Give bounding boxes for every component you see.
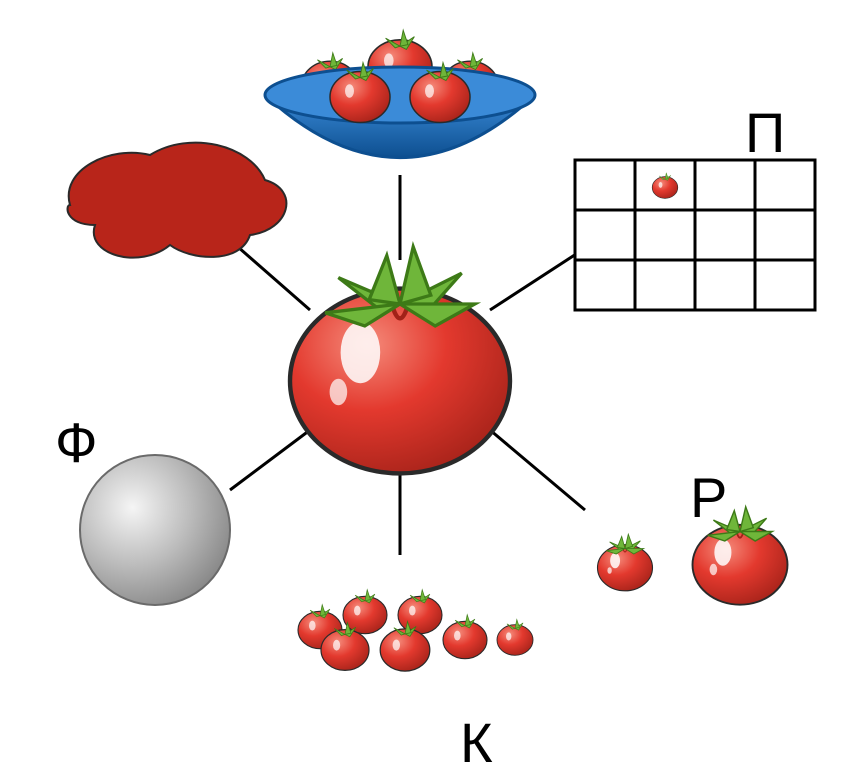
diagram-svg <box>0 0 862 767</box>
node-grid <box>575 160 815 310</box>
node-size <box>598 507 788 605</box>
node-color-splash <box>68 143 287 258</box>
node-pile <box>298 590 533 671</box>
diagram-stage: П Р К Ф <box>0 0 862 767</box>
node-bowl <box>265 30 535 157</box>
node-sphere <box>80 455 230 605</box>
node-center <box>290 247 510 474</box>
